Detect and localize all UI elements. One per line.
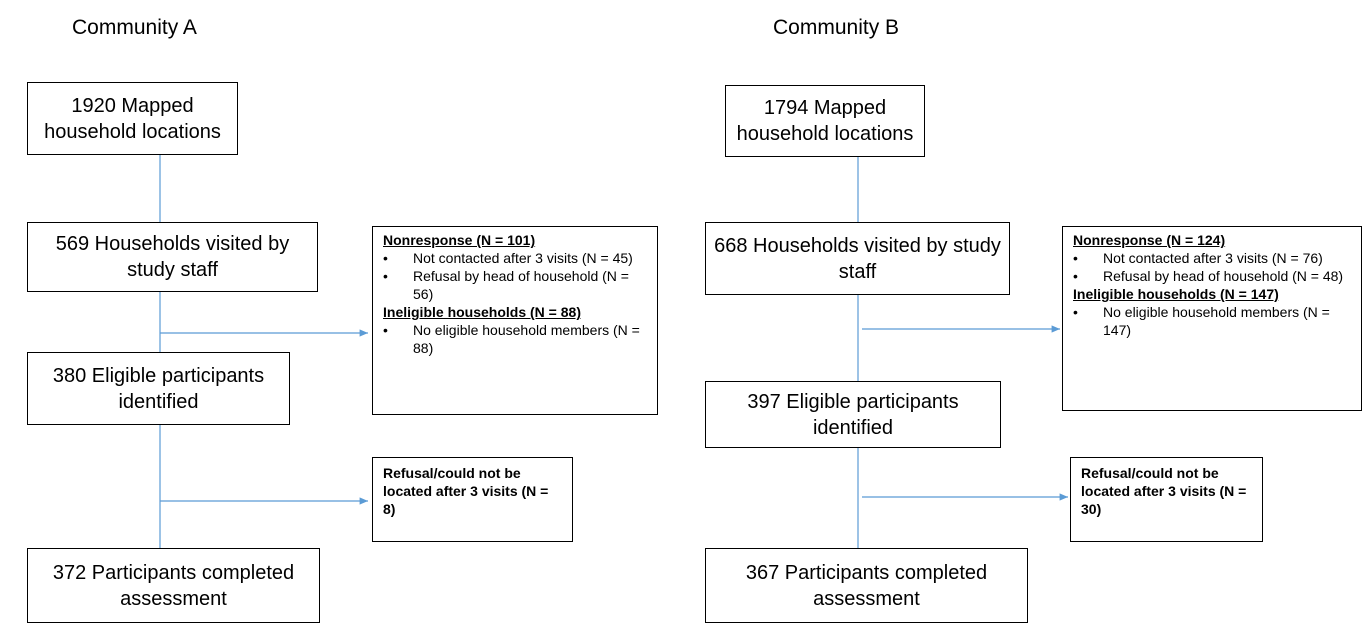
bullet-item: Not contacted after 3 visits (N = 76) — [1073, 249, 1353, 267]
box-text: 380 Eligible participants identified — [52, 364, 265, 413]
community-title: Community B — [773, 16, 900, 39]
bullet-item: No eligible household members (N = 88) — [383, 321, 649, 357]
connectors — [159, 155, 1068, 548]
box-text: 668 Households visited by study staff — [714, 234, 1001, 283]
flow-box: 397 Eligible participants identified — [705, 381, 1001, 448]
refusal-text: Refusal/could not be located after 3 vis… — [1081, 465, 1247, 517]
bullet-item: Refusal by head of household (N = 56) — [383, 267, 649, 303]
flow-box: 1920 Mapped household locations — [27, 82, 238, 155]
bullet-item: Not contacted after 3 visits (N = 45) — [383, 249, 649, 267]
box-text: 397 Eligible participants identified — [747, 390, 959, 439]
bullet-list: Not contacted after 3 visits (N = 76)Ref… — [1073, 249, 1353, 285]
box-text: 372 Participants completed assessment — [52, 561, 295, 610]
flow-box: 380 Eligible participants identified — [27, 352, 290, 425]
box-text: 367 Participants completed assessment — [745, 561, 988, 610]
page: {"communities": [ {"title": "Community A… — [0, 0, 1364, 609]
community-title: Community A — [72, 16, 197, 39]
refusal-text: Refusal/could not be located after 3 vis… — [383, 465, 549, 517]
flow-box: 569 Households visited by study staff — [27, 222, 318, 292]
box-text: 1794 Mapped household locations — [736, 97, 914, 145]
bullet-list: No eligible household members (N = 88) — [383, 321, 649, 357]
flow-box: 1794 Mapped household locations — [725, 85, 925, 157]
bullet-item: No eligible household members (N = 147) — [1073, 303, 1353, 339]
exclusion-box: Nonresponse (N = 101)Not contacted after… — [372, 226, 658, 415]
box-text: 1920 Mapped household locations — [44, 94, 221, 143]
exclusion-box: Nonresponse (N = 124)Not contacted after… — [1062, 226, 1362, 411]
refusal-box: Refusal/could not be located after 3 vis… — [1070, 457, 1263, 542]
flow-box: 372 Participants completed assessment — [27, 548, 320, 623]
section-header: Nonresponse (N = 101) — [383, 232, 536, 248]
bullet-item: Refusal by head of household (N = 48) — [1073, 267, 1353, 285]
box-text: 569 Households visited by study staff — [55, 233, 290, 281]
section-header: Ineligible households (N = 88) — [383, 304, 581, 320]
bullet-list: Not contacted after 3 visits (N = 45)Ref… — [383, 249, 649, 303]
bullet-list: No eligible household members (N = 147) — [1073, 303, 1353, 339]
flow-box: 668 Households visited by study staff — [705, 222, 1010, 295]
section-header: Ineligible households (N = 147) — [1073, 286, 1279, 302]
refusal-box: Refusal/could not be located after 3 vis… — [372, 457, 573, 542]
flow-box: 367 Participants completed assessment — [705, 548, 1028, 623]
section-header: Nonresponse (N = 124) — [1073, 232, 1226, 248]
